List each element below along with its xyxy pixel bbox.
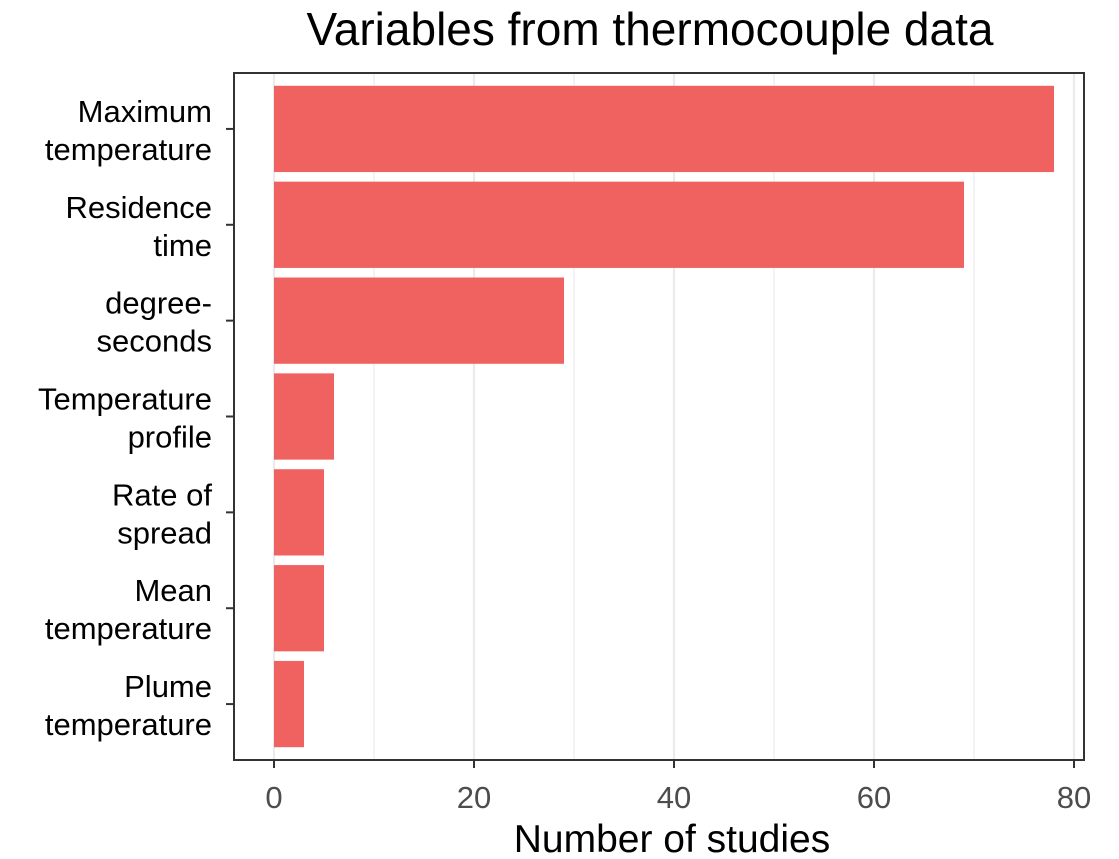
chart-title: Variables from thermocouple data <box>307 3 994 55</box>
bar <box>274 660 304 748</box>
bar <box>274 469 324 556</box>
category-label-line: Mean <box>134 573 212 608</box>
bar <box>274 85 1054 173</box>
category-label: degree-seconds <box>97 286 212 359</box>
category-label-line: time <box>153 228 212 263</box>
category-label-line: Rate of <box>112 477 212 512</box>
category-label-line: Plume <box>124 669 212 704</box>
x-tick-label: 0 <box>265 780 282 815</box>
x-tick-label: 40 <box>657 780 691 815</box>
bar <box>274 373 334 460</box>
category-label-line: Residence <box>66 190 212 225</box>
category-label-line: temperature <box>45 611 212 646</box>
bar <box>274 277 564 364</box>
x-axis-title: Number of studies <box>514 818 830 859</box>
category-label: Temperature profile <box>38 382 212 455</box>
category-label-line: Maximum <box>78 94 212 129</box>
category-label: Mean temperature <box>45 573 212 646</box>
grid-lines <box>272 73 1076 760</box>
category-label-line: temperature <box>45 132 212 167</box>
category-label-line: profile <box>128 420 212 455</box>
bar <box>274 565 324 652</box>
category-label-line: seconds <box>97 324 212 359</box>
bars <box>274 85 1054 748</box>
x-axis: 0 20 40 60 80 <box>265 760 1091 815</box>
category-label-line: temperature <box>45 707 212 742</box>
category-label: Rate of spread <box>112 477 212 550</box>
category-label-line: degree- <box>105 286 212 321</box>
x-tick-label: 80 <box>1057 780 1091 815</box>
category-label: Maximum temperature <box>45 94 212 167</box>
category-label: Residence time <box>66 190 212 263</box>
x-tick-label: 60 <box>857 780 891 815</box>
category-label-line: Temperature <box>38 382 212 417</box>
plot-frame <box>233 72 1085 761</box>
bar <box>274 181 964 268</box>
category-label: Plume temperature <box>45 669 212 742</box>
x-tick-label: 20 <box>457 780 491 815</box>
category-label-line: spread <box>117 515 212 550</box>
